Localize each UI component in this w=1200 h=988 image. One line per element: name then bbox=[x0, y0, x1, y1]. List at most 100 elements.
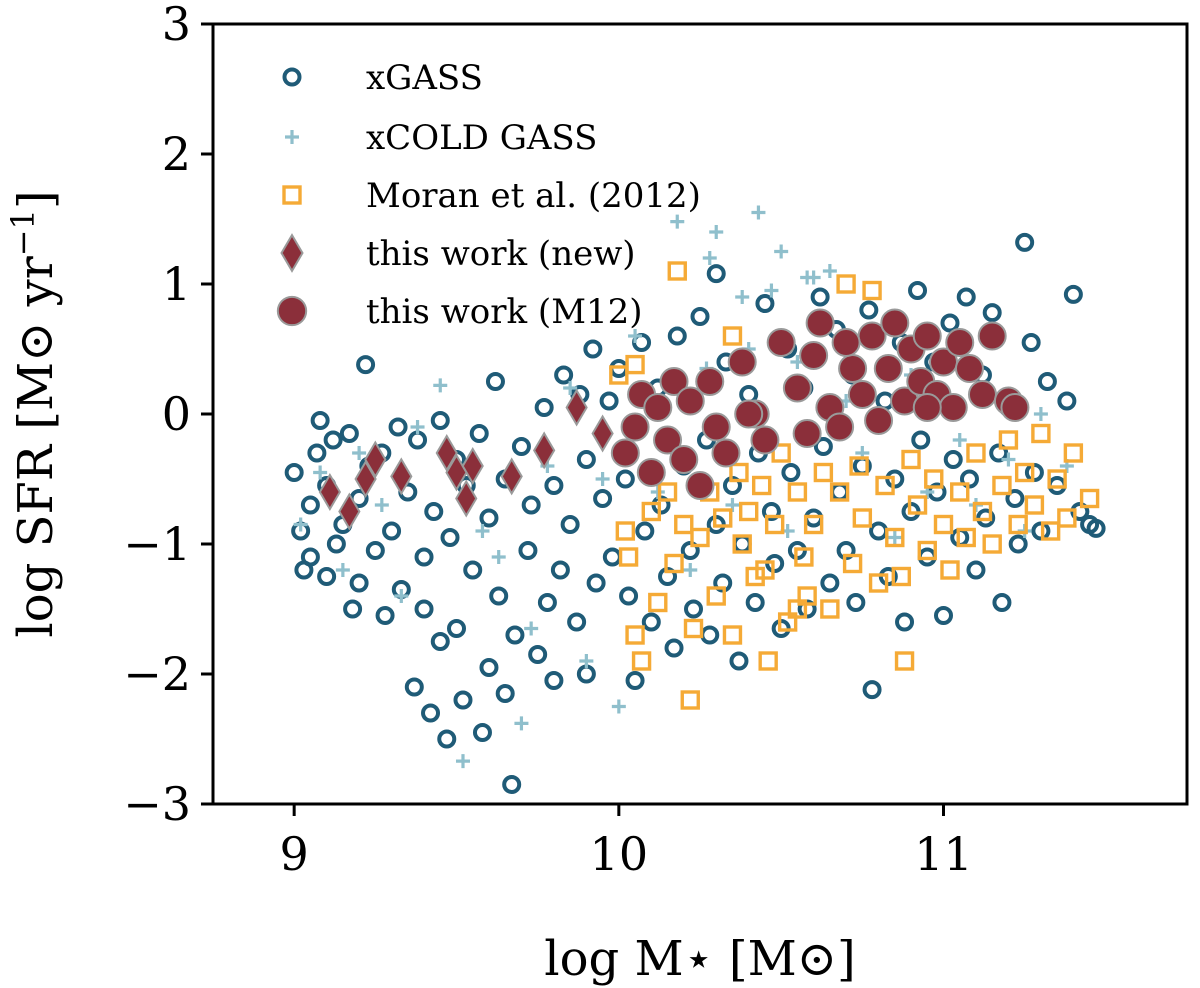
point-ring-50 bbox=[511, 437, 531, 456]
point-ring-88 bbox=[706, 264, 726, 284]
point-plus-11 bbox=[514, 716, 529, 731]
point-ring-153 bbox=[1063, 284, 1083, 304]
data-points bbox=[284, 205, 1106, 794]
point-ring-115 bbox=[846, 593, 866, 612]
point-square-49 bbox=[933, 514, 954, 535]
point-square-3 bbox=[625, 354, 645, 375]
point-disc-24 bbox=[847, 380, 877, 409]
point-ring-26 bbox=[408, 430, 428, 450]
point-ring-135 bbox=[956, 287, 976, 307]
point-ring-156 bbox=[1086, 518, 1106, 538]
point-ring-61 bbox=[567, 612, 587, 632]
point-plus-49 bbox=[800, 270, 815, 285]
point-square-69 bbox=[787, 599, 808, 619]
point-plus-45 bbox=[1033, 407, 1048, 421]
point-ring-45 bbox=[489, 586, 509, 606]
point-ring-152 bbox=[1057, 391, 1077, 411]
point-square-56 bbox=[992, 475, 1012, 496]
point-ring-29 bbox=[421, 703, 441, 723]
point-ring-13 bbox=[343, 599, 363, 619]
point-diamond-7 bbox=[455, 479, 478, 518]
point-plus-4 bbox=[374, 498, 389, 512]
point-diamond-0 bbox=[318, 473, 342, 511]
point-ring-9 bbox=[323, 430, 343, 450]
point-ring-106 bbox=[797, 599, 817, 619]
point-ring-66 bbox=[586, 573, 606, 593]
point-ring-63 bbox=[576, 450, 596, 469]
point-ring-47 bbox=[495, 684, 515, 703]
point-ring-54 bbox=[534, 398, 554, 417]
point-ring-69 bbox=[602, 547, 622, 567]
y-axis-label-main: log SFR [M⊙ yr bbox=[8, 256, 64, 637]
point-disc-37 bbox=[954, 354, 984, 383]
point-ring-132 bbox=[940, 313, 960, 333]
point-square-54 bbox=[972, 501, 993, 522]
point-ring-126 bbox=[908, 281, 928, 300]
legend-marker-square bbox=[282, 185, 302, 205]
point-ring-30 bbox=[424, 502, 444, 521]
point-square-60 bbox=[1024, 495, 1045, 515]
point-square-50 bbox=[940, 560, 960, 580]
point-square-47 bbox=[917, 540, 937, 561]
point-disc-38 bbox=[967, 380, 997, 409]
point-square-16 bbox=[706, 586, 726, 606]
point-ring-149 bbox=[1031, 521, 1051, 541]
point-plus-32 bbox=[822, 264, 837, 278]
point-plus-5 bbox=[394, 589, 409, 603]
point-diamond-9 bbox=[500, 457, 523, 496]
point-plus-18 bbox=[628, 329, 643, 343]
point-ring-71 bbox=[615, 469, 635, 489]
legend-label: xGASS bbox=[366, 58, 483, 98]
point-ring-136 bbox=[959, 469, 979, 489]
point-ring-73 bbox=[625, 671, 645, 690]
point-disc-7 bbox=[669, 445, 699, 474]
point-square-48 bbox=[924, 469, 944, 489]
point-square-30 bbox=[797, 586, 817, 606]
point-ring-6 bbox=[310, 411, 330, 430]
point-ring-34 bbox=[440, 528, 460, 547]
point-square-45 bbox=[901, 449, 921, 470]
point-plus-17 bbox=[611, 699, 626, 714]
point-ring-56 bbox=[544, 476, 564, 495]
y-axis-label-superscript: −1 bbox=[4, 209, 42, 256]
point-ring-16 bbox=[356, 355, 376, 375]
point-ring-57 bbox=[544, 671, 564, 690]
point-square-65 bbox=[1063, 443, 1084, 463]
point-ring-76 bbox=[641, 612, 661, 632]
point-plus-20 bbox=[670, 214, 685, 229]
point-square-23 bbox=[751, 475, 772, 496]
point-ring-81 bbox=[667, 326, 687, 346]
point-ring-65 bbox=[583, 339, 603, 359]
point-square-53 bbox=[966, 443, 986, 463]
point-plus-7 bbox=[433, 378, 448, 393]
point-ring-110 bbox=[820, 573, 840, 593]
point-diamond-3 bbox=[364, 440, 387, 479]
point-square-12 bbox=[680, 690, 700, 710]
point-ring-12 bbox=[339, 424, 359, 443]
point-ring-48 bbox=[502, 775, 522, 794]
point-disc-19 bbox=[799, 341, 829, 370]
point-disc-17 bbox=[782, 373, 812, 403]
point-square-21 bbox=[739, 501, 759, 522]
point-disc-4 bbox=[643, 393, 673, 422]
y-tick-label: −1 bbox=[123, 517, 191, 571]
point-square-14 bbox=[690, 527, 710, 548]
point-square-7 bbox=[648, 592, 668, 613]
point-disc-20 bbox=[805, 308, 835, 338]
point-square-61 bbox=[1031, 423, 1051, 444]
point-square-32 bbox=[813, 462, 834, 483]
point-ring-80 bbox=[664, 638, 684, 658]
point-disc-3 bbox=[636, 458, 666, 487]
point-ring-59 bbox=[554, 365, 574, 385]
point-plus-9 bbox=[475, 524, 490, 538]
point-ring-133 bbox=[943, 450, 963, 469]
point-disc-18 bbox=[792, 419, 822, 448]
point-disc-28 bbox=[880, 308, 910, 338]
point-ring-36 bbox=[447, 619, 466, 638]
point-ring-93 bbox=[729, 651, 749, 671]
legend-label: this work (new) bbox=[366, 234, 636, 274]
point-square-52 bbox=[956, 527, 976, 548]
point-ring-64 bbox=[576, 664, 596, 684]
point-plus-47 bbox=[702, 251, 717, 265]
point-ring-67 bbox=[593, 489, 613, 508]
